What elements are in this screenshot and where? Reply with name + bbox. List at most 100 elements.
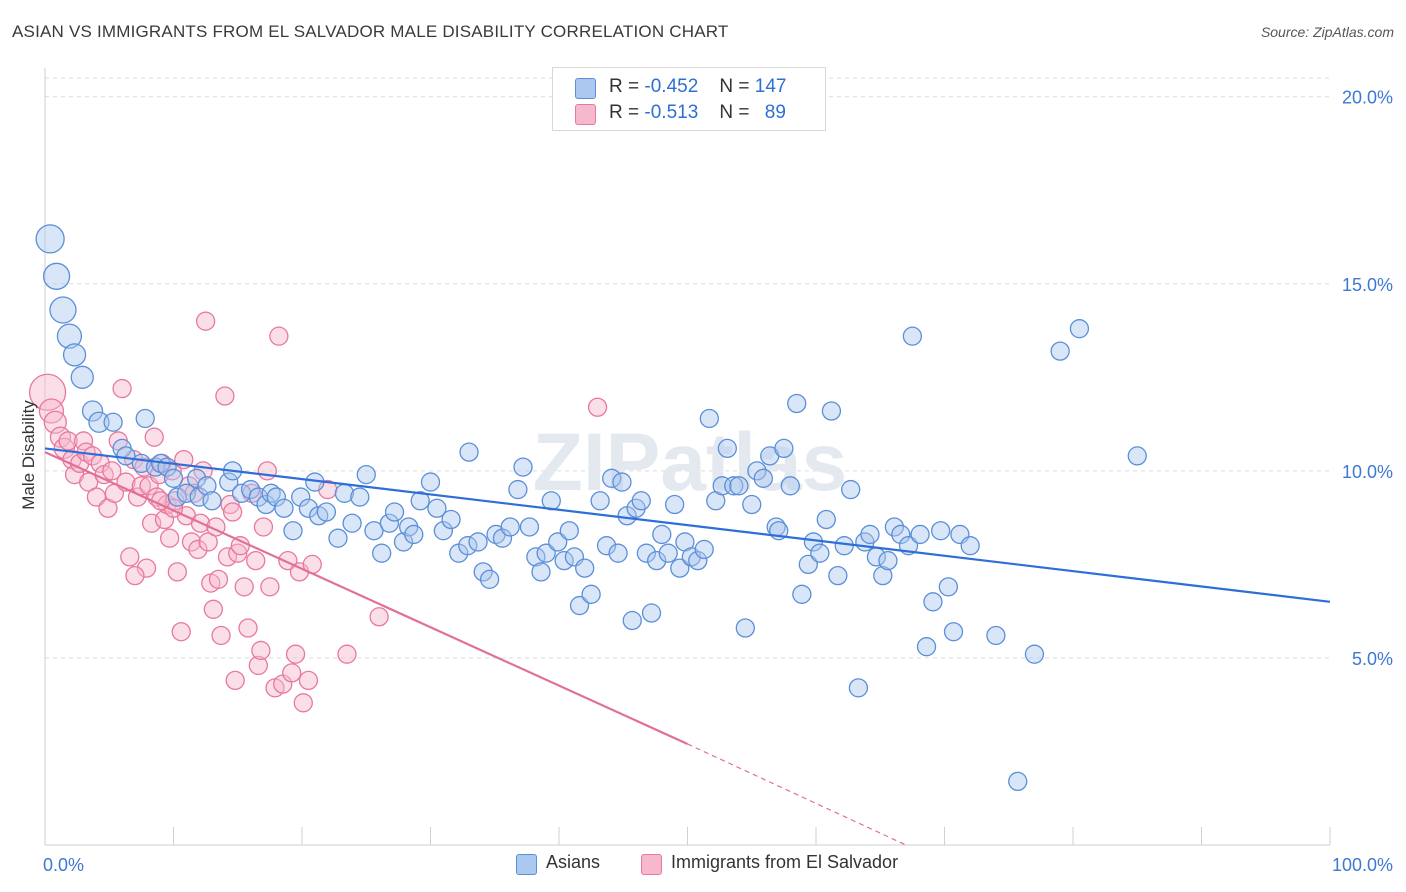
chart-title: ASIAN VS IMMIGRANTS FROM EL SALVADOR MAL… bbox=[12, 22, 729, 41]
point-el-salvador bbox=[144, 427, 164, 447]
point-asians bbox=[753, 468, 773, 488]
point-asians bbox=[1050, 341, 1070, 361]
legend-text-el-salvador: R = -0.513 N = 89 bbox=[609, 102, 786, 124]
point-el-salvador bbox=[86, 487, 107, 507]
point-asians bbox=[500, 517, 520, 537]
point-el-salvador bbox=[220, 494, 240, 515]
point-asians bbox=[266, 487, 286, 507]
series-legend: Asians Immigrants from El Salvador bbox=[0, 852, 1406, 878]
point-asians bbox=[834, 536, 854, 556]
point-el-salvador bbox=[208, 569, 229, 590]
point-asians bbox=[960, 536, 980, 556]
point-asians bbox=[427, 498, 447, 518]
point-el-salvador bbox=[102, 461, 122, 481]
point-asians bbox=[291, 487, 311, 507]
point-asians bbox=[135, 408, 155, 429]
point-asians bbox=[590, 491, 610, 511]
y-tick-label: 15.0% bbox=[1342, 275, 1393, 295]
point-el-salvador bbox=[282, 663, 302, 683]
point-asians bbox=[473, 562, 493, 582]
point-asians bbox=[298, 498, 319, 518]
point-asians bbox=[548, 532, 568, 552]
point-el-salvador bbox=[215, 386, 235, 406]
point-asians bbox=[816, 509, 836, 530]
point-asians bbox=[328, 528, 348, 548]
point-asians bbox=[694, 539, 714, 560]
point-asians bbox=[810, 543, 830, 563]
point-asians bbox=[647, 550, 667, 571]
r-label: R = bbox=[609, 76, 640, 97]
point-asians bbox=[468, 532, 488, 552]
point-el-salvador bbox=[195, 311, 216, 331]
trend-line-el-salvador-extension bbox=[687, 743, 907, 846]
x-tick-label-max: 100.0% bbox=[1332, 855, 1393, 875]
point-asians bbox=[186, 468, 207, 488]
legend-label-el-salvador: Immigrants from El Salvador bbox=[671, 852, 899, 872]
n-label: N = bbox=[719, 102, 750, 123]
point-asians bbox=[670, 558, 690, 578]
point-asians bbox=[910, 524, 930, 545]
point-el-salvador bbox=[369, 607, 389, 627]
point-asians bbox=[202, 491, 222, 511]
point-asians bbox=[602, 468, 622, 488]
point-asians bbox=[873, 565, 893, 586]
point-asians bbox=[42, 262, 71, 290]
point-el-salvador bbox=[188, 539, 208, 560]
point-asians bbox=[841, 479, 861, 500]
trend-lines bbox=[44, 447, 1331, 846]
point-asians bbox=[508, 479, 528, 500]
point-asians bbox=[943, 622, 964, 642]
y-tick-label: 5.0% bbox=[1352, 649, 1393, 669]
point-asians bbox=[938, 577, 959, 597]
point-asians bbox=[622, 610, 642, 631]
legend-text-asians: R = -0.452 N = 147 bbox=[609, 76, 786, 98]
point-asians bbox=[735, 618, 755, 638]
point-el-salvador bbox=[298, 670, 319, 691]
legend-swatch-asians bbox=[575, 78, 596, 99]
legend-label-asians: Asians bbox=[546, 852, 601, 872]
point-asians bbox=[410, 491, 430, 511]
point-asians bbox=[384, 502, 405, 522]
point-el-salvador bbox=[257, 461, 277, 481]
point-asians bbox=[459, 442, 479, 462]
point-asians bbox=[884, 517, 905, 537]
trend-line-el-salvador bbox=[44, 451, 688, 745]
point-asians bbox=[569, 595, 590, 616]
point-el-salvador bbox=[28, 373, 67, 411]
point-el-salvador bbox=[228, 543, 248, 563]
point-asians bbox=[364, 521, 384, 541]
point-asians bbox=[780, 476, 800, 496]
point-asians bbox=[581, 584, 601, 604]
point-asians bbox=[49, 296, 77, 324]
point-asians bbox=[350, 487, 370, 507]
point-asians bbox=[316, 502, 337, 522]
point-asians bbox=[575, 558, 595, 578]
point-asians bbox=[658, 543, 678, 563]
point-asians bbox=[688, 550, 708, 571]
point-asians bbox=[665, 494, 685, 515]
point-el-salvador bbox=[587, 397, 608, 417]
point-el-salvador bbox=[251, 640, 271, 661]
point-el-salvador bbox=[293, 693, 313, 713]
point-asians bbox=[526, 547, 546, 567]
point-asians bbox=[393, 532, 414, 552]
legend-swatch-el-salvador bbox=[575, 104, 596, 125]
point-asians bbox=[724, 476, 744, 496]
point-asians bbox=[559, 521, 579, 541]
point-el-salvador bbox=[234, 577, 254, 597]
point-asians bbox=[1069, 319, 1090, 339]
point-asians bbox=[256, 494, 276, 515]
point-asians bbox=[536, 543, 556, 563]
point-asians bbox=[596, 536, 617, 556]
series-asians-points bbox=[35, 224, 1147, 792]
y-tick-label: 10.0% bbox=[1342, 462, 1393, 482]
point-asians bbox=[420, 472, 441, 492]
point-asians bbox=[163, 468, 184, 488]
point-asians bbox=[342, 513, 362, 533]
point-asians bbox=[1024, 644, 1045, 664]
point-el-salvador bbox=[120, 547, 140, 567]
point-el-salvador bbox=[112, 378, 132, 399]
n-label: N = bbox=[719, 76, 750, 97]
point-asians bbox=[652, 524, 672, 545]
